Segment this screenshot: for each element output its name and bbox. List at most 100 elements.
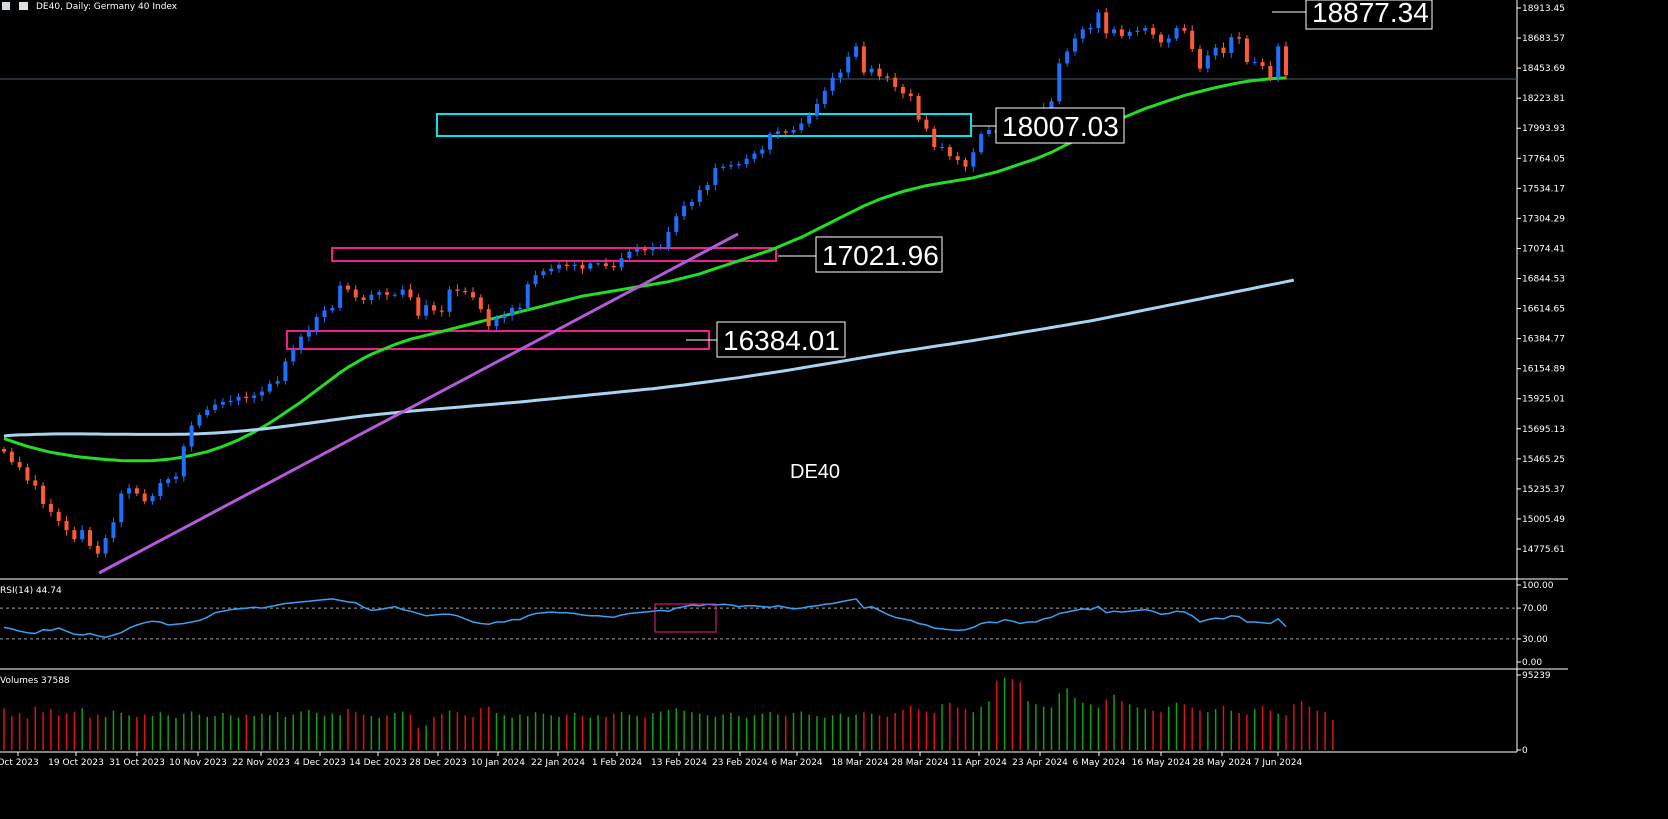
candle-body — [408, 289, 413, 298]
candle-body — [1190, 30, 1195, 49]
candle-body — [361, 297, 366, 301]
candle-body — [814, 103, 819, 116]
candle-body — [861, 46, 866, 73]
price-label-text: 16384.01 — [723, 325, 840, 356]
candle-body — [705, 184, 710, 191]
candle-body — [650, 247, 655, 251]
candle-body — [9, 451, 14, 463]
rsi-tick-label: 30.00 — [1522, 635, 1548, 645]
rsi-panel[interactable]: 100.00 70.00 30.00 0.00 — [0, 581, 1554, 668]
candle-body — [1080, 29, 1085, 39]
rsi-label: RSI(14) 44.74 — [0, 586, 62, 596]
price-tick-label: 17074.41 — [1522, 244, 1565, 254]
candle-body — [392, 294, 397, 296]
candle-body — [80, 530, 85, 540]
price-tick-label: 15465.25 — [1522, 455, 1565, 465]
candle-body — [275, 381, 280, 384]
candle-body — [541, 271, 546, 276]
symbol-watermark: DE40 — [790, 461, 840, 483]
date-tick-label: 16 May 2024 — [1132, 758, 1191, 768]
date-axis[interactable]: Oct 2023 19 Oct 2023 31 Oct 2023 10 Nov 202… — [0, 752, 1302, 768]
candle-body — [56, 511, 61, 521]
price-tick-label: 14775.61 — [1522, 545, 1565, 555]
date-tick-label: 28 Mar 2024 — [891, 758, 948, 768]
zone-magenta-upper — [331, 247, 777, 262]
candle-body — [471, 292, 476, 298]
candle-body — [900, 86, 905, 94]
date-tick-label: 7 Jun 2024 — [1254, 758, 1303, 768]
price-tick-label: 15925.01 — [1522, 395, 1565, 405]
candle-body — [48, 503, 53, 512]
candle-body — [885, 76, 890, 78]
price-tick-label: 17764.05 — [1522, 154, 1565, 164]
candle-body — [353, 289, 358, 298]
candle-body — [416, 297, 421, 316]
chart-title: DE40, Daily: Germany 40 Index — [36, 2, 178, 12]
price-label-box — [716, 321, 846, 358]
candle-body — [783, 131, 788, 133]
candle-body — [228, 400, 233, 402]
volume-panel[interactable]: 95239 0 — [3, 671, 1551, 756]
candle-body — [213, 404, 218, 410]
candle-body — [627, 251, 632, 259]
candle-body — [142, 493, 147, 502]
candle-body — [103, 537, 108, 554]
price-tick-label: 16844.53 — [1522, 275, 1565, 285]
price-tick-label: 17993.93 — [1522, 124, 1565, 134]
candle-body — [791, 130, 796, 133]
candle-body — [220, 401, 225, 405]
candle-body — [979, 133, 984, 153]
candle-body — [572, 264, 577, 267]
candle-body — [768, 133, 773, 150]
zones — [286, 113, 972, 350]
bar-chart-icon[interactable] — [19, 2, 28, 10]
price-label-box — [815, 236, 943, 273]
candle-body — [127, 488, 132, 494]
candle-body — [643, 249, 647, 251]
chart-grid-icon[interactable] — [2, 2, 10, 10]
price-tick-label: 18223.81 — [1522, 94, 1565, 104]
rsi-line — [3, 598, 1287, 639]
candle-body — [119, 493, 124, 523]
date-tick-label: 14 Dec 2023 — [349, 758, 407, 768]
price-chart[interactable]: DE40, Daily: Germany 40 Index 18913.4518… — [0, 0, 1568, 770]
date-tick-label: 18 Mar 2024 — [831, 758, 888, 768]
candle-body — [807, 115, 812, 124]
candle-body — [549, 268, 554, 272]
price-tick-label: 17534.17 — [1522, 184, 1565, 194]
trendline — [98, 232, 739, 575]
candle-body — [1151, 28, 1156, 35]
price-tick-label: 18683.57 — [1522, 34, 1565, 44]
candle-body — [33, 480, 38, 486]
candle-body — [971, 152, 976, 167]
candle-body — [635, 249, 640, 252]
candle-body — [947, 147, 952, 157]
price-axis[interactable]: 18913.45 18683.57 18453.69 18223.81 17993.93… — [1517, 4, 1565, 555]
candle-body — [666, 232, 671, 248]
candle-body — [963, 160, 968, 167]
rsi-tick-label: 0.00 — [1522, 658, 1542, 668]
candle-body — [1072, 38, 1077, 52]
candle-body — [986, 130, 991, 134]
date-tick-label: 28 Dec 2023 — [409, 758, 467, 768]
price-labels: 18877.34 18007.03 17021.96 16384.01 — [686, 0, 1433, 358]
date-tick-label: Oct 2023 — [0, 758, 39, 768]
candle-body — [400, 289, 405, 295]
date-tick-label: 28 May 2024 — [1193, 758, 1252, 768]
candle-body — [41, 485, 46, 504]
rsi-highlight-box — [654, 603, 717, 633]
price-tick-label: 15235.37 — [1522, 485, 1565, 495]
candle-body — [533, 275, 538, 285]
moving-average-slow — [3, 278, 1295, 438]
date-tick-label: 22 Nov 2023 — [232, 758, 290, 768]
date-tick-label: 6 May 2024 — [1073, 758, 1126, 768]
candle-body — [17, 462, 22, 468]
date-tick-label: 4 Dec 2023 — [294, 758, 346, 768]
candle-body — [431, 305, 436, 311]
resistance-zone-cyan — [436, 113, 972, 137]
candle-body — [2, 449, 6, 452]
candle-body — [345, 285, 350, 290]
candle-body — [510, 307, 515, 316]
price-label-text: 18007.03 — [1002, 111, 1119, 142]
candle-body — [173, 476, 178, 480]
